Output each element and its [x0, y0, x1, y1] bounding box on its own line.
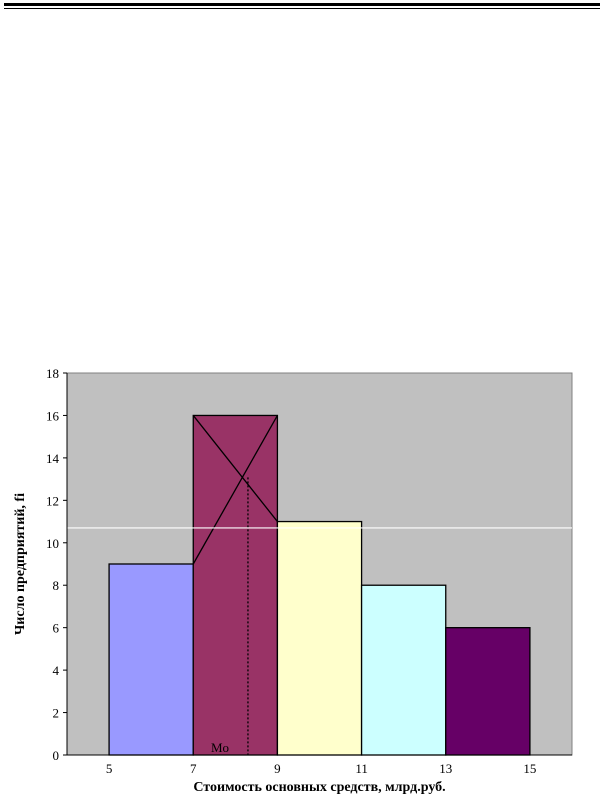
x-axis-title: Стоимость основных средств, млрд.руб. — [193, 780, 445, 795]
histogram-chart: 0 2 4 6 8 10 12 14 16 18 5 7 9 11 13 15 Mo Стоимость о… — [13, 366, 573, 795]
y-tick-label: 18 — [46, 366, 59, 381]
mode-construction-line — [192, 415, 278, 565]
top-rule-thin — [4, 8, 600, 9]
x-tick-label: 13 — [439, 761, 452, 776]
y-tick-label: 6 — [53, 621, 60, 636]
y-tick-label: 16 — [46, 408, 60, 423]
y-tick-label: 14 — [46, 451, 60, 466]
histogram-bar — [108, 563, 194, 756]
x-tick-label: 5 — [106, 761, 113, 776]
x-tick-label: 15 — [523, 761, 536, 776]
histogram-bar — [192, 414, 279, 756]
top-rule — [4, 3, 600, 6]
x-tick-label: 9 — [274, 761, 281, 776]
x-tick-label: 7 — [190, 761, 197, 776]
y-tick-label: 4 — [53, 663, 60, 678]
y-tick-label: 2 — [53, 706, 60, 721]
y-axis-title: Число предприятий, fi — [13, 493, 28, 635]
histogram-bar — [276, 520, 363, 756]
histogram-bar — [360, 584, 447, 756]
y-tick-label: 10 — [46, 536, 59, 551]
histogram-bar — [445, 627, 531, 756]
mode-construction-line — [192, 415, 278, 522]
y-tick-label: 0 — [53, 748, 60, 763]
y-tick-label: 8 — [53, 578, 60, 593]
x-tick-label: 11 — [355, 761, 368, 776]
mode-label: Mo — [211, 740, 229, 755]
y-tick-label: 12 — [46, 493, 59, 508]
